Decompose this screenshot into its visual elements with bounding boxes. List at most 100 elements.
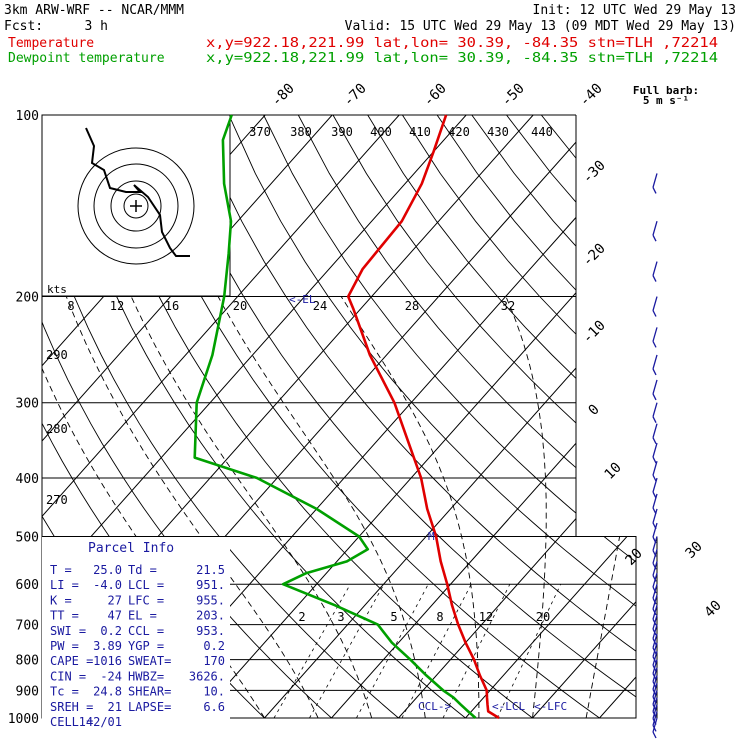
wind-barb xyxy=(652,536,658,551)
wind-barb-flag xyxy=(652,673,657,680)
dry-adiabat xyxy=(540,115,636,718)
temperature-location: x,y=922.18,221.99 lat,lon= 30.39, -84.35… xyxy=(206,36,718,51)
pressure-tick-label: 800 xyxy=(16,654,39,669)
dry-adiabat xyxy=(228,115,636,718)
wind-barb-flag xyxy=(652,234,657,242)
moist-adiabat xyxy=(340,296,480,718)
wind-barb xyxy=(652,549,658,564)
wind-barb-flag xyxy=(652,341,657,348)
pressure-tick-label: 300 xyxy=(16,397,39,412)
parcel-info-cell: PW = xyxy=(50,639,79,653)
wind-barb xyxy=(652,717,658,733)
wind-barb xyxy=(652,642,658,657)
temperature-legend: Temperature xyxy=(8,36,94,51)
parcel-info-cell: TT = xyxy=(50,609,79,623)
valid-time: Valid: 15 UTC Wed 29 May 13 (09 MDT Wed … xyxy=(345,19,736,34)
dry-adiabat xyxy=(263,115,636,718)
dry-adiabat xyxy=(610,115,636,718)
m-marker: M xyxy=(428,530,435,543)
parcel-info-cell: EL = xyxy=(128,609,157,623)
sounding-traces xyxy=(193,114,500,720)
wind-barb-flag xyxy=(652,628,657,636)
hodograph-ring-label: 32 xyxy=(501,299,515,313)
wind-barb xyxy=(652,493,658,509)
wind-barb-flag xyxy=(652,562,657,570)
temperature-trace xyxy=(346,114,500,720)
parcel-info-cell: 0.2 xyxy=(100,624,122,638)
isotherm-line xyxy=(42,115,400,718)
wind-barb-flag xyxy=(652,664,657,672)
parcel-info-cell: 1016 xyxy=(93,654,122,668)
parcel-info-cell: Td = xyxy=(128,563,157,577)
parcel-info-cell: SHEAR= xyxy=(128,685,171,699)
parcel-info-cell: 953. xyxy=(196,624,225,638)
theta-label: 290 xyxy=(46,348,68,362)
wind-barb xyxy=(652,423,658,438)
wind-barb xyxy=(652,460,658,476)
wind-barb-flag xyxy=(652,456,657,464)
pressure-tick-label: 700 xyxy=(16,619,39,634)
dry-adiabat xyxy=(297,115,636,718)
parcel-info-box: Parcel Info T = 25.0 Td = 21.5 LI = -4.0 LCL =… xyxy=(42,537,230,729)
isotherm-label: -80 xyxy=(269,81,298,110)
dry-adiabat xyxy=(367,115,636,718)
mixing-ratio-label: 12 xyxy=(479,610,493,624)
parcel-info-cell: YGP = xyxy=(128,639,164,653)
wind-barb xyxy=(652,624,658,639)
isotherm-label: 20 xyxy=(623,546,646,569)
moist-adiabat xyxy=(65,296,319,718)
theta-top-label: 410 xyxy=(409,125,431,139)
isotherm-label: -70 xyxy=(341,81,370,110)
barb-legend-unit: 5 m s⁻¹ xyxy=(643,94,689,107)
wind-barb xyxy=(652,173,658,188)
parcel-info-cell: 0.2 xyxy=(203,639,225,653)
parcel-info-cell: CELL = xyxy=(50,715,93,729)
wind-barb-flag xyxy=(652,275,657,282)
wind-barb-flag xyxy=(652,696,657,704)
dewpoint-trace xyxy=(193,114,477,719)
mixing-ratio-label: 8 xyxy=(436,610,443,624)
isotherm-line xyxy=(667,115,740,718)
parcel-info-cell: SWI = xyxy=(50,624,86,638)
parcel-info-cell: SREH = xyxy=(50,700,93,714)
hodograph-trace xyxy=(85,127,190,257)
parcel-info-cell: 21 xyxy=(108,700,122,714)
hodograph-ring xyxy=(123,193,149,219)
parcel-info-cell: T = xyxy=(50,563,72,577)
wind-barb xyxy=(652,522,658,538)
barb-legend-title: Full barb: xyxy=(633,84,699,97)
lcl-marker: <-LCL xyxy=(492,700,525,713)
pressure-tick-label: 400 xyxy=(16,472,39,487)
parcel-info-cell: LFC = xyxy=(128,593,164,607)
model-title: 3km ARW-WRF -- NCAR/MMM xyxy=(4,3,184,18)
hodograph-kts-label: kts xyxy=(47,283,67,296)
wind-barb-flag xyxy=(652,647,657,655)
moist-adiabat xyxy=(130,296,373,718)
dewpoint-legend: Dewpoint temperature xyxy=(8,51,165,66)
hodograph-ring xyxy=(93,163,179,249)
wind-barb xyxy=(652,442,658,458)
wind-barb-flag xyxy=(652,310,657,317)
wind-barb xyxy=(652,221,658,236)
wind-barb-flag xyxy=(652,656,657,663)
wind-barb xyxy=(652,508,658,524)
isotherm-label: -40 xyxy=(577,81,606,110)
theta-label: 280 xyxy=(46,422,68,436)
pressure-tick-label: 200 xyxy=(16,291,39,306)
wind-barb-flag xyxy=(652,718,657,725)
wind-barb xyxy=(652,704,658,719)
isotherm-line xyxy=(398,115,636,718)
wind-barb-flag xyxy=(652,618,657,626)
wind-barb-flag xyxy=(652,731,657,739)
isotherm-label: -50 xyxy=(499,81,528,110)
mixing-ratio-label: 20 xyxy=(536,610,550,624)
wind-barb-flag xyxy=(652,689,657,696)
parcel-info-cell: 170 xyxy=(203,654,225,668)
theta-top-label: 420 xyxy=(448,125,470,139)
mixing-ratio-line xyxy=(401,584,472,718)
theta-top-label: 390 xyxy=(331,125,353,139)
isotherm-label: 0 xyxy=(586,402,603,419)
pressure-tick-label: 500 xyxy=(16,530,39,545)
